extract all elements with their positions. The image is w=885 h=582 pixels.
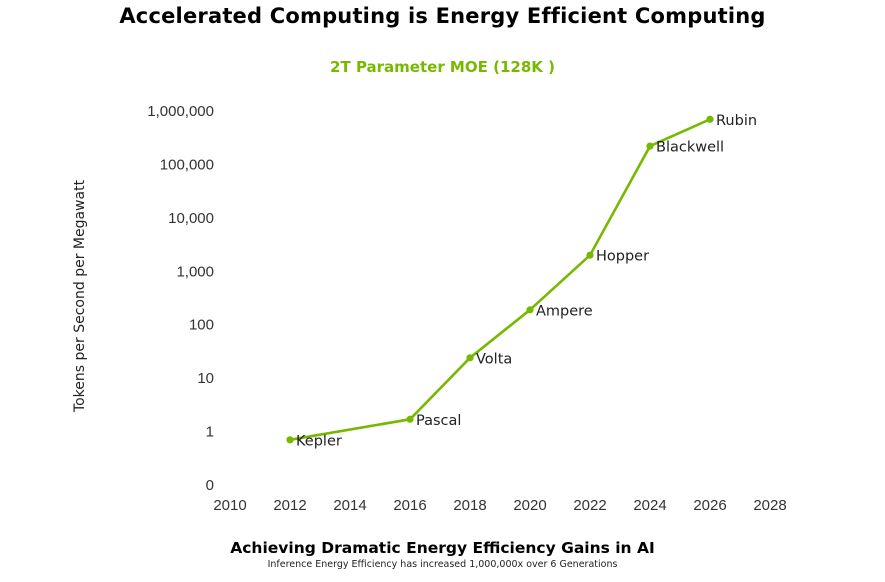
point-label: Kepler bbox=[296, 433, 342, 449]
point-label: Blackwell bbox=[656, 140, 724, 156]
chart-subtitle: 2T Parameter MOE (128K ) bbox=[330, 58, 555, 76]
y-axis-ticks: 0 1 10 100 1,000 10,000 100,000 1,000,000 bbox=[147, 103, 214, 494]
x-tick-label: 2016 bbox=[393, 497, 426, 514]
x-tick-label: 2028 bbox=[753, 497, 786, 514]
series-line bbox=[289, 118, 711, 442]
point-label: Pascal bbox=[416, 413, 461, 429]
y-tick-label: 10 bbox=[197, 370, 214, 387]
series-group: Kepler Pascal Volta Ampere Hopper Blackwell Ru… bbox=[286, 113, 757, 449]
x-tick-label: 2024 bbox=[633, 497, 666, 514]
x-tick-label: 2014 bbox=[333, 497, 366, 514]
footer-title: Achieving Dramatic Energy Efficiency Gai… bbox=[230, 539, 655, 557]
point-label: Volta bbox=[476, 351, 512, 367]
x-tick-label: 2018 bbox=[453, 497, 486, 514]
point-label: Hopper bbox=[596, 249, 649, 265]
data-point bbox=[586, 251, 594, 259]
point-label: Rubin bbox=[716, 113, 757, 129]
data-point bbox=[646, 142, 654, 150]
chart-title: Accelerated Computing is Energy Efficien… bbox=[119, 4, 766, 28]
y-tick-label: 1,000 bbox=[176, 263, 214, 280]
x-tick-label: 2010 bbox=[213, 497, 246, 514]
y-tick-label: 1,000,000 bbox=[147, 103, 214, 120]
data-point bbox=[706, 115, 714, 123]
x-tick-label: 2012 bbox=[273, 497, 306, 514]
y-tick-label: 0 bbox=[206, 477, 214, 494]
data-point bbox=[526, 306, 534, 314]
y-tick-label: 100 bbox=[189, 317, 214, 334]
x-tick-label: 2022 bbox=[573, 497, 606, 514]
data-point bbox=[466, 354, 474, 362]
x-tick-label: 2026 bbox=[693, 497, 726, 514]
point-label: Ampere bbox=[536, 303, 593, 319]
data-point bbox=[286, 436, 294, 444]
x-axis-ticks: 2010 2012 2014 2016 2018 2020 2022 2024 2026 2028 bbox=[213, 497, 786, 514]
data-point bbox=[406, 415, 414, 423]
y-tick-label: 10,000 bbox=[168, 210, 214, 227]
footer-subtitle: Inference Energy Efficiency has increase… bbox=[267, 559, 618, 570]
y-tick-label: 100,000 bbox=[160, 156, 214, 173]
x-tick-label: 2020 bbox=[513, 497, 546, 514]
y-tick-label: 1 bbox=[206, 424, 214, 441]
y-axis-label: Tokens per Second per Megawatt bbox=[72, 179, 88, 413]
